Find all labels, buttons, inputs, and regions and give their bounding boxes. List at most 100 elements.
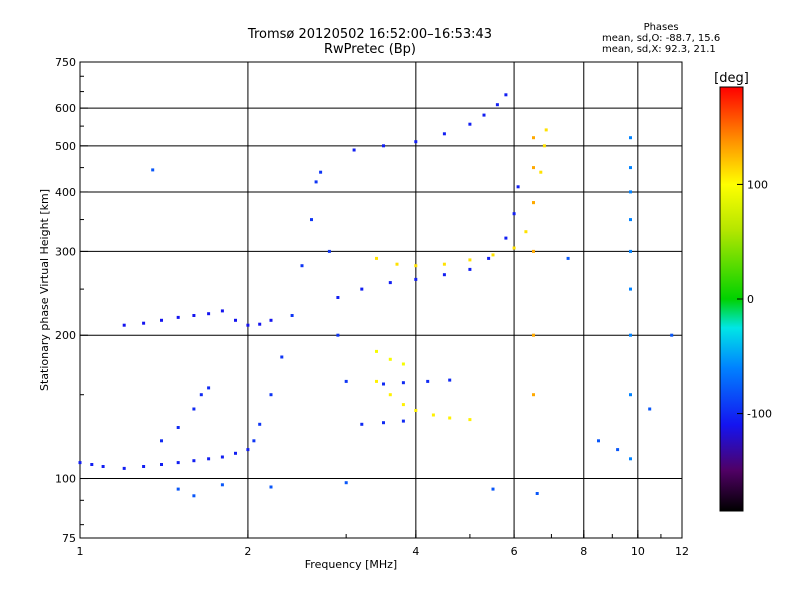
data-point [629, 218, 632, 222]
data-point [388, 357, 392, 361]
chart-title-line1: Tromsø 20120502 16:52:00–16:53:43 [247, 27, 493, 42]
x-tick-label: 4 [412, 545, 419, 558]
data-point [629, 249, 632, 253]
data-point [629, 190, 632, 194]
data-point [426, 379, 430, 383]
axes: 1 2 4 6 8 10 1275100200300400500600750Frequenc… [38, 56, 689, 571]
data-point [160, 318, 163, 322]
data-point [220, 309, 224, 313]
data-point [414, 409, 418, 412]
data-points [78, 93, 674, 498]
data-point [670, 333, 674, 337]
data-series [352, 93, 508, 152]
y-tick-label: 300 [55, 245, 76, 258]
data-point [491, 253, 495, 257]
data-point [375, 349, 378, 353]
data-point [532, 166, 535, 170]
data-point [151, 168, 155, 172]
y-tick-label: 600 [55, 102, 76, 115]
data-point [192, 494, 196, 498]
data-point [544, 128, 548, 132]
data-series [122, 309, 273, 327]
data-point [142, 465, 146, 468]
data-point [234, 318, 237, 322]
x-axis-label: Frequency [MHz] [305, 558, 397, 571]
colorbar-unit-label: [deg] [714, 71, 749, 86]
colorbar-tick-label: 100 [747, 178, 768, 191]
data-point [207, 312, 211, 316]
data-point [192, 314, 196, 317]
phases-legend: Phases mean, sd,O: -88.7, 15.6 mean, sd,… [602, 22, 720, 55]
data-point [487, 256, 491, 260]
data-series [252, 170, 348, 443]
data-point [414, 277, 418, 281]
y-tick-label: 750 [55, 56, 76, 69]
data-point [220, 455, 224, 459]
data-point [516, 185, 520, 189]
data-point [491, 487, 495, 491]
data-point [482, 113, 486, 117]
data-point [648, 407, 652, 411]
data-point [375, 379, 378, 383]
x-tick-label: 8 [580, 545, 587, 558]
data-point [234, 451, 237, 455]
chart-title-line2: RwPretec (Bp) [323, 42, 417, 57]
data-point [512, 246, 516, 250]
data-point [629, 333, 632, 337]
data-point [629, 136, 632, 140]
data-point [336, 296, 340, 299]
data-point [442, 273, 446, 277]
data-point [504, 93, 508, 97]
data-point [535, 492, 539, 495]
data-series [160, 386, 211, 443]
data-point [207, 386, 211, 390]
y-tick-label: 500 [55, 140, 76, 153]
x-tick-label: 2 [244, 545, 251, 558]
x-tick-label: 1 [77, 545, 84, 558]
data-point [269, 318, 273, 322]
data-point [220, 483, 224, 487]
data-point [542, 144, 546, 148]
data-series [629, 136, 632, 461]
data-point [468, 122, 472, 126]
data-point [401, 362, 405, 366]
data-point [616, 448, 620, 452]
y-axis-label: Stationary phase Virtual Height [km] [38, 189, 51, 391]
data-point [532, 393, 535, 397]
y-tick-label: 400 [55, 186, 76, 199]
data-point [395, 262, 399, 266]
data-point [122, 466, 126, 470]
data-point [448, 416, 452, 420]
data-point [176, 426, 180, 429]
chart-title: Tromsø 20120502 16:52:00–16:53:43 RwPret… [230, 27, 510, 57]
data-point [532, 333, 535, 337]
data-point [246, 448, 250, 452]
data-point [414, 264, 418, 268]
data-point [176, 315, 180, 319]
data-point [468, 267, 472, 271]
data-point [258, 322, 262, 326]
data-point [382, 382, 385, 386]
data-point [319, 170, 323, 174]
data-point [539, 170, 543, 174]
data-series [532, 136, 535, 397]
data-point [375, 256, 378, 260]
colorbar-tick-label: 0 [747, 293, 754, 306]
data-point [246, 323, 250, 327]
y-tick-label: 100 [55, 473, 76, 486]
data-point [300, 264, 304, 268]
data-point [176, 487, 180, 491]
data-point [468, 258, 472, 262]
phases-heading: Phases [643, 22, 679, 33]
data-point [252, 439, 256, 443]
data-point [199, 393, 203, 397]
data-series [360, 419, 405, 426]
colorbar-tick-label: -100 [747, 408, 772, 421]
data-point [344, 379, 348, 383]
data-point [176, 461, 180, 465]
data-point [448, 378, 452, 382]
data-point [192, 459, 196, 463]
data-point [327, 249, 331, 253]
data-point [401, 381, 405, 385]
